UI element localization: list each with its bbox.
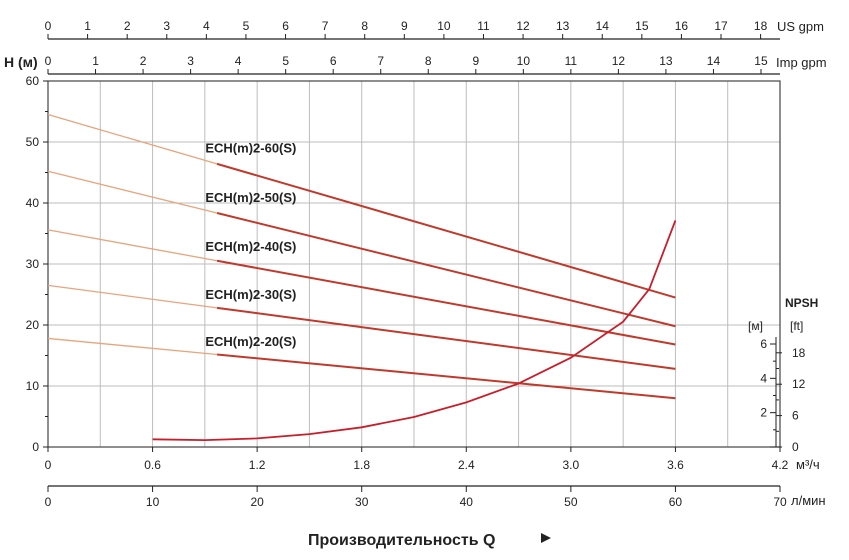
series-line [216, 306, 676, 370]
y-axis-label: H (м) [4, 54, 38, 70]
npsh-ft-label: 12 [792, 377, 806, 391]
npsh-unit-ft: [ft] [790, 319, 803, 333]
lmin-tick-label: 70 [773, 495, 787, 509]
x-tick-label-m3h: 3.0 [563, 458, 580, 472]
x-tick-label-m3h: 0 [45, 458, 52, 472]
impgpm-tick-label: 12 [612, 54, 626, 68]
unit-imp-gpm: Imp gpm [776, 55, 827, 70]
series-layer [47, 113, 677, 442]
usgpm-tick-label: 5 [243, 19, 250, 33]
impgpm-tick-label: 4 [235, 54, 242, 68]
impgpm-tick-label: 13 [659, 54, 673, 68]
x-tick-label-m3h: 3.6 [667, 458, 684, 472]
series-line-thin [47, 229, 218, 262]
usgpm-tick-label: 14 [596, 19, 610, 33]
npsh-ft-label: 18 [792, 346, 806, 360]
lmin-tick-label: 30 [355, 495, 369, 509]
x-tick-label-m3h: 0.6 [144, 458, 161, 472]
impgpm-tick-label: 7 [377, 54, 384, 68]
series-label: ECH(m)2-60(S) [205, 140, 296, 155]
usgpm-tick-label: 17 [714, 19, 728, 33]
usgpm-tick-label: 15 [635, 19, 649, 33]
axes [43, 34, 782, 492]
impgpm-tick-label: 8 [425, 54, 432, 68]
unit-lmin: л/мин [791, 493, 826, 508]
usgpm-tick-label: 2 [124, 19, 131, 33]
impgpm-tick-label: 6 [330, 54, 337, 68]
lmin-tick-label: 20 [250, 495, 264, 509]
usgpm-tick-label: 0 [45, 19, 52, 33]
lmin-tick-label: 40 [460, 495, 474, 509]
npsh-title: NPSH [785, 296, 818, 310]
impgpm-tick-label: 10 [517, 54, 531, 68]
usgpm-tick-label: 10 [437, 19, 451, 33]
impgpm-tick-label: 1 [92, 54, 99, 68]
npsh-curve [152, 220, 677, 442]
lmin-tick-label: 60 [669, 495, 683, 509]
series-label: ECH(m)2-30(S) [205, 287, 296, 302]
usgpm-tick-label: 16 [675, 19, 689, 33]
series-label: ECH(m)2-50(S) [205, 190, 296, 205]
x-axis-label: Производительность Q [308, 532, 495, 549]
x-tick-label-m3h: 4.2 [772, 458, 789, 472]
unit-us-gpm: US gpm [777, 19, 824, 34]
grid [47, 80, 781, 448]
y-tick-label: 0 [32, 440, 39, 454]
usgpm-tick-label: 6 [282, 19, 289, 33]
y-tick-label: 30 [26, 257, 40, 271]
impgpm-tick-label: 2 [140, 54, 147, 68]
series-line [216, 212, 676, 328]
impgpm-tick-label: 5 [282, 54, 289, 68]
usgpm-tick-label: 13 [556, 19, 570, 33]
y-tick-label: 40 [26, 196, 40, 210]
series-line-thin [47, 337, 218, 356]
x-tick-label-m3h: 2.4 [458, 458, 475, 472]
usgpm-tick-label: 3 [163, 19, 170, 33]
series-label: ECH(m)2-20(S) [205, 334, 296, 349]
npsh-unit-m: [м] [748, 319, 763, 333]
series-line-thin [47, 284, 218, 309]
npsh-m-label: 4 [760, 371, 767, 385]
series-line [216, 259, 676, 346]
usgpm-tick-label: 18 [754, 19, 768, 33]
npsh-ft-label: 0 [792, 440, 799, 454]
npsh-m-label: 6 [760, 337, 767, 351]
npsh-ft-label: 6 [792, 409, 799, 423]
series-line [216, 162, 676, 299]
y-tick-label: 60 [26, 74, 40, 88]
lmin-tick-label: 50 [564, 495, 578, 509]
series-label: ECH(m)2-40(S) [205, 239, 296, 254]
lmin-tick-label: 0 [45, 495, 52, 509]
x-tick-label-m3h: 1.8 [353, 458, 370, 472]
series-line-thin [47, 113, 218, 165]
usgpm-tick-label: 7 [322, 19, 329, 33]
impgpm-tick-label: 14 [707, 54, 721, 68]
arrow-right-icon [541, 533, 551, 543]
impgpm-tick-label: 0 [45, 54, 52, 68]
series-line-thin [47, 170, 218, 214]
impgpm-tick-label: 3 [187, 54, 194, 68]
usgpm-tick-label: 1 [84, 19, 91, 33]
impgpm-tick-label: 15 [754, 54, 768, 68]
series-line [216, 353, 676, 400]
y-tick-label: 10 [26, 379, 40, 393]
usgpm-tick-label: 9 [401, 19, 408, 33]
impgpm-tick-label: 11 [565, 54, 578, 68]
unit-m3h: м³/ч [796, 457, 820, 472]
usgpm-tick-label: 4 [203, 19, 210, 33]
y-tick-label: 20 [26, 318, 40, 332]
y-tick-label: 50 [26, 135, 40, 149]
usgpm-tick-label: 11 [477, 19, 490, 33]
lmin-tick-label: 10 [146, 495, 160, 509]
usgpm-tick-label: 8 [361, 19, 368, 33]
x-tick-label-m3h: 1.2 [249, 458, 266, 472]
usgpm-tick-label: 12 [516, 19, 530, 33]
npsh-m-label: 2 [760, 406, 767, 420]
impgpm-tick-label: 9 [472, 54, 479, 68]
